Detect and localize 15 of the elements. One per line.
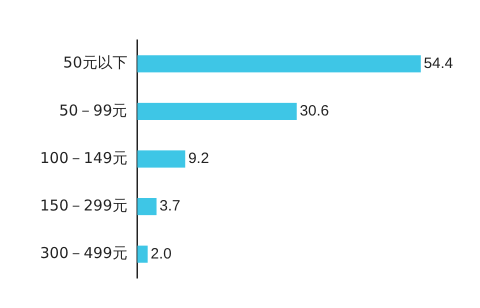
data-label: 3.7 <box>160 198 180 215</box>
y-tick-label: 300－499元 <box>40 244 128 262</box>
bar <box>137 150 186 168</box>
y-tick-label: 50－99元 <box>59 101 128 120</box>
data-label: 9.2 <box>188 150 210 168</box>
y-tick-label: 150－299元 <box>40 196 128 214</box>
bar <box>137 198 157 216</box>
data-label: 2.0 <box>150 245 172 262</box>
bar <box>137 246 148 263</box>
y-tick-label: 50元以下 <box>63 54 128 72</box>
bar <box>137 55 421 72</box>
bar <box>137 102 297 120</box>
data-label: 30.6 <box>300 102 329 120</box>
data-label: 54.4 <box>424 54 454 72</box>
y-tick-label: 100－149元 <box>40 148 128 167</box>
